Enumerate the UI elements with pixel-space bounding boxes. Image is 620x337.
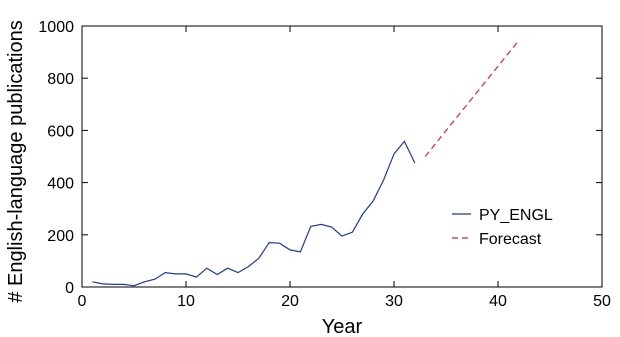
y-tick-label: 800 (47, 71, 74, 88)
legend: PY_ENGL Forecast (452, 207, 553, 248)
axis-ticks: 0 10 20 30 40 50 0 200 400 600 800 1000 (38, 19, 611, 310)
x-tick-label: 10 (177, 293, 195, 310)
x-tick-label: 0 (78, 293, 87, 310)
series-layer (92, 40, 520, 287)
x-tick-label: 30 (385, 293, 403, 310)
series-line-forecast (424, 40, 520, 157)
plot-border (81, 25, 603, 288)
y-tick-label: 200 (47, 228, 74, 245)
x-axis-title: Year (322, 316, 363, 337)
plot-frame (81, 25, 603, 288)
x-tick-label: 40 (489, 293, 507, 310)
y-tick-label: 1000 (38, 19, 74, 36)
x-tick-label: 20 (281, 293, 299, 310)
legend-label: PY_ENGL (479, 207, 553, 224)
y-tick-label: 600 (47, 123, 74, 140)
series-line-py-engl (92, 140, 416, 287)
y-axis-title: # English-language publications (5, 20, 27, 302)
y-tick-label: 0 (65, 280, 74, 297)
y-tick-label: 400 (47, 176, 74, 193)
legend-label: Forecast (479, 231, 542, 248)
x-tick-label: 50 (593, 293, 611, 310)
